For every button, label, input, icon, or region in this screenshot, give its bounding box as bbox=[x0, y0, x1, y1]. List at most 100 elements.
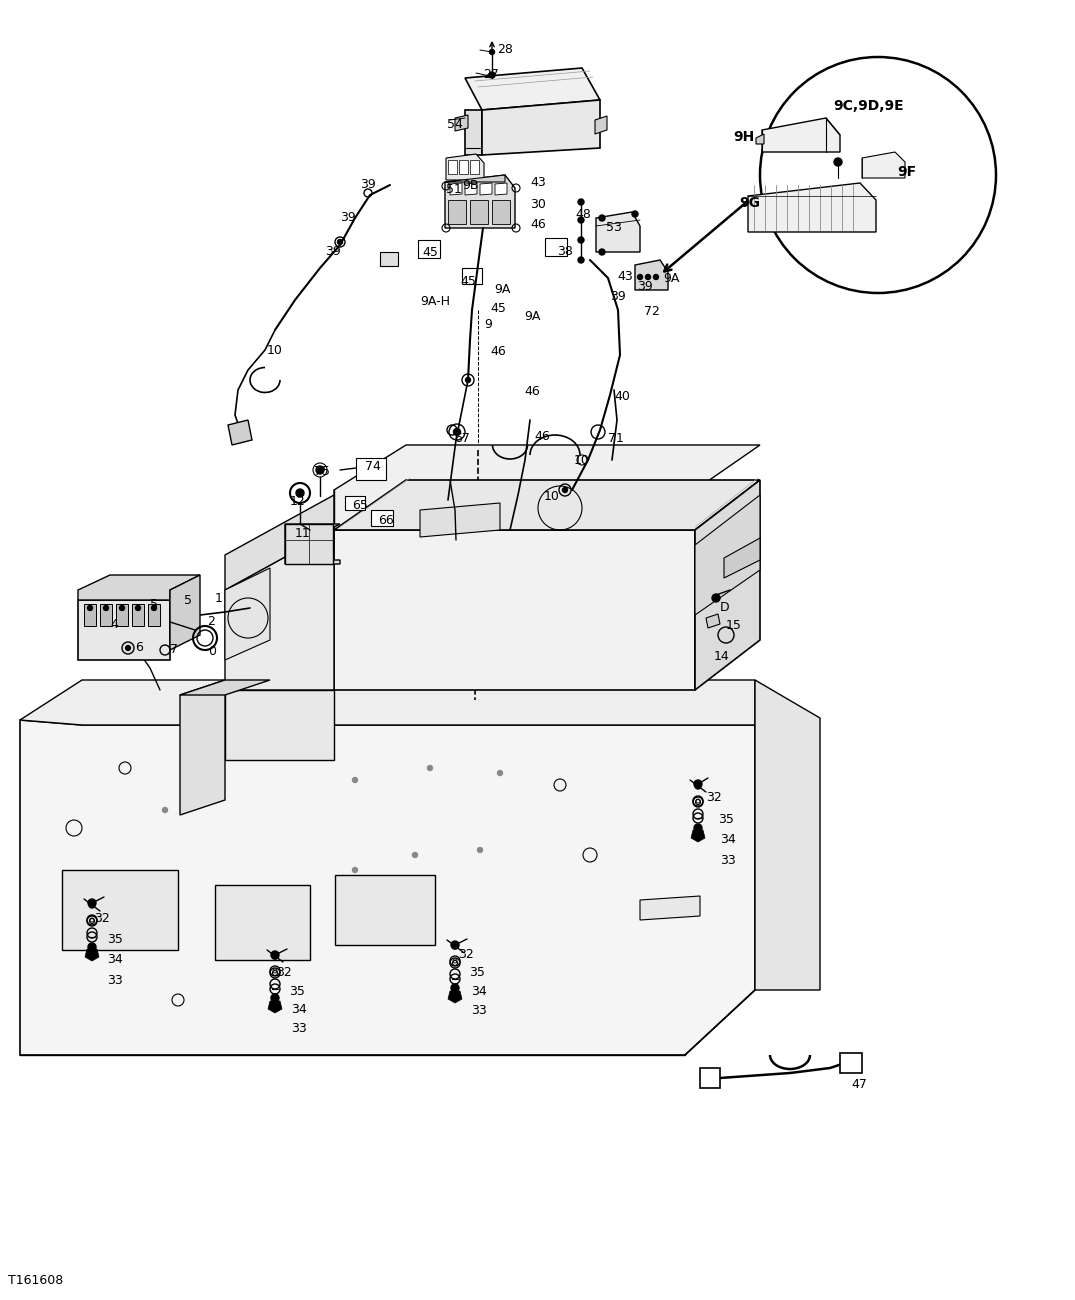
Bar bbox=[418, 240, 440, 257]
Text: 11: 11 bbox=[295, 526, 311, 539]
Text: 45: 45 bbox=[460, 276, 476, 289]
Text: 38: 38 bbox=[557, 244, 573, 257]
Circle shape bbox=[103, 606, 109, 611]
Text: 9G: 9G bbox=[739, 196, 760, 211]
Bar bbox=[448, 160, 457, 174]
Polygon shape bbox=[756, 134, 764, 144]
Text: 32: 32 bbox=[276, 966, 291, 979]
Text: 9A: 9A bbox=[524, 309, 541, 322]
Polygon shape bbox=[78, 601, 170, 660]
Text: 72: 72 bbox=[644, 306, 660, 318]
Polygon shape bbox=[700, 1069, 720, 1088]
Circle shape bbox=[654, 274, 659, 280]
Polygon shape bbox=[180, 680, 225, 815]
Circle shape bbox=[599, 214, 605, 221]
Circle shape bbox=[271, 994, 280, 1002]
Polygon shape bbox=[482, 100, 600, 155]
Text: 46: 46 bbox=[524, 385, 540, 398]
Polygon shape bbox=[596, 212, 640, 252]
Polygon shape bbox=[335, 875, 435, 945]
Circle shape bbox=[452, 941, 459, 949]
Circle shape bbox=[498, 771, 502, 776]
Text: 35: 35 bbox=[108, 933, 123, 946]
Text: 33: 33 bbox=[291, 1022, 306, 1035]
Polygon shape bbox=[481, 183, 492, 195]
Text: 0: 0 bbox=[207, 645, 216, 658]
Text: 35: 35 bbox=[289, 985, 305, 998]
Bar bbox=[84, 604, 96, 627]
Circle shape bbox=[338, 239, 343, 244]
Polygon shape bbox=[755, 680, 820, 991]
Circle shape bbox=[272, 953, 278, 959]
Circle shape bbox=[413, 853, 417, 858]
Circle shape bbox=[452, 984, 459, 992]
Text: 14: 14 bbox=[714, 650, 730, 663]
Polygon shape bbox=[20, 680, 755, 725]
Circle shape bbox=[632, 211, 637, 217]
Polygon shape bbox=[225, 568, 270, 660]
Bar bbox=[285, 524, 333, 564]
Polygon shape bbox=[494, 183, 507, 195]
Polygon shape bbox=[20, 720, 755, 1056]
Text: 33: 33 bbox=[471, 1004, 487, 1017]
Polygon shape bbox=[78, 575, 200, 601]
Polygon shape bbox=[225, 690, 334, 760]
Text: 47: 47 bbox=[851, 1078, 866, 1091]
Polygon shape bbox=[706, 614, 720, 628]
Circle shape bbox=[87, 606, 92, 611]
Polygon shape bbox=[723, 538, 760, 578]
Text: 9H: 9H bbox=[733, 130, 755, 144]
Bar bbox=[470, 200, 488, 224]
Circle shape bbox=[88, 942, 96, 952]
Text: 5: 5 bbox=[151, 598, 158, 611]
Text: 46: 46 bbox=[490, 344, 505, 358]
Text: 45: 45 bbox=[490, 302, 506, 315]
Text: 33: 33 bbox=[108, 974, 123, 987]
Circle shape bbox=[694, 829, 702, 838]
Polygon shape bbox=[448, 991, 462, 1004]
Text: 39: 39 bbox=[637, 280, 653, 292]
Circle shape bbox=[126, 646, 130, 650]
Polygon shape bbox=[215, 885, 310, 959]
Circle shape bbox=[477, 848, 483, 853]
Text: 34: 34 bbox=[471, 985, 487, 998]
Text: 65: 65 bbox=[352, 499, 368, 512]
Text: 9A: 9A bbox=[663, 272, 679, 285]
Circle shape bbox=[353, 867, 358, 872]
Polygon shape bbox=[62, 870, 178, 950]
Polygon shape bbox=[334, 480, 760, 530]
Bar bbox=[545, 238, 567, 256]
Text: 9A: 9A bbox=[494, 283, 511, 296]
Circle shape bbox=[578, 257, 584, 263]
Text: 7: 7 bbox=[170, 644, 178, 656]
Bar bbox=[356, 458, 386, 480]
Bar bbox=[379, 252, 398, 266]
Text: 10: 10 bbox=[267, 344, 283, 358]
Text: 9C,9D,9E: 9C,9D,9E bbox=[833, 99, 904, 113]
Polygon shape bbox=[446, 153, 484, 179]
Bar bbox=[470, 160, 479, 174]
Text: 39: 39 bbox=[325, 244, 341, 257]
Circle shape bbox=[834, 159, 842, 166]
Bar bbox=[448, 200, 465, 224]
Text: 74: 74 bbox=[366, 460, 381, 473]
Polygon shape bbox=[170, 575, 200, 650]
Bar bbox=[462, 268, 482, 283]
Polygon shape bbox=[334, 445, 760, 530]
Text: 15: 15 bbox=[726, 619, 742, 632]
Text: 43: 43 bbox=[530, 176, 546, 188]
Circle shape bbox=[271, 1001, 280, 1009]
Text: 71: 71 bbox=[608, 432, 624, 445]
Text: 75: 75 bbox=[314, 465, 330, 478]
Circle shape bbox=[637, 274, 643, 280]
Text: 51: 51 bbox=[446, 183, 462, 196]
Bar bbox=[116, 604, 128, 627]
Circle shape bbox=[452, 942, 458, 949]
Polygon shape bbox=[225, 495, 334, 590]
Circle shape bbox=[296, 489, 304, 497]
Polygon shape bbox=[225, 530, 334, 690]
Text: 45: 45 bbox=[422, 246, 438, 259]
Text: 66: 66 bbox=[378, 514, 393, 526]
Text: 9A-H: 9A-H bbox=[420, 295, 450, 308]
Circle shape bbox=[316, 465, 324, 474]
